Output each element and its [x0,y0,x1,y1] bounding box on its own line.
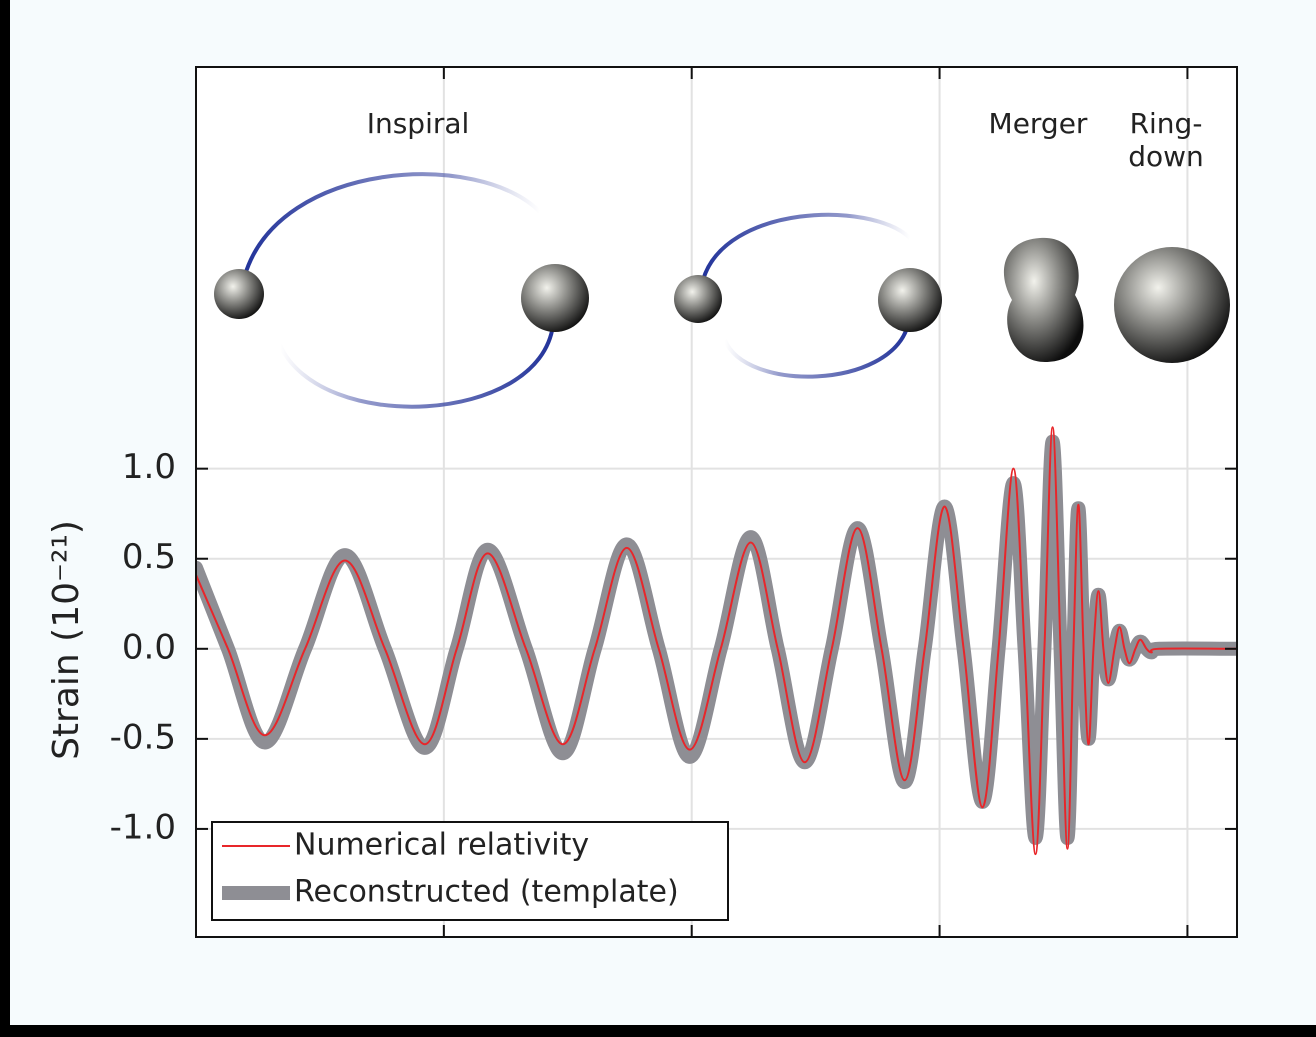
legend: Numerical relativity Reconstructed (templ… [211,821,729,921]
merger-remnant [1003,237,1084,362]
y-tick-label: 0.0 [122,627,176,667]
orbit [243,172,542,276]
final-black-hole [1114,247,1230,363]
illustration [214,172,1230,409]
legend-label: Numerical relativity [294,828,589,863]
orbit [278,324,555,409]
y-axis-label: Strain (10⁻²¹) [46,520,87,760]
y-tick-label: -1.0 [110,807,176,847]
annotation: down [1128,140,1204,173]
black-hole [521,264,589,332]
black-hole [878,268,942,332]
axes-frame [195,66,1238,938]
y-tick-label: 0.5 [122,537,176,577]
legend-label: Reconstructed (template) [294,875,679,910]
line-series [196,426,1237,856]
lines [196,426,1237,856]
ticks: 1.0 0.5 0.0 -0.5 -1.0 [110,67,1237,937]
annotation: Ring- [1130,107,1203,140]
black-hole [214,269,264,319]
y-tick-label: -0.5 [110,717,176,757]
y-tick-label: 1.0 [122,447,176,487]
orbit [723,324,910,379]
legend-box [211,821,729,921]
black-hole [674,275,722,323]
orbit [701,212,912,281]
annotation: Inspiral [367,107,470,140]
annotation: Merger [989,107,1088,140]
